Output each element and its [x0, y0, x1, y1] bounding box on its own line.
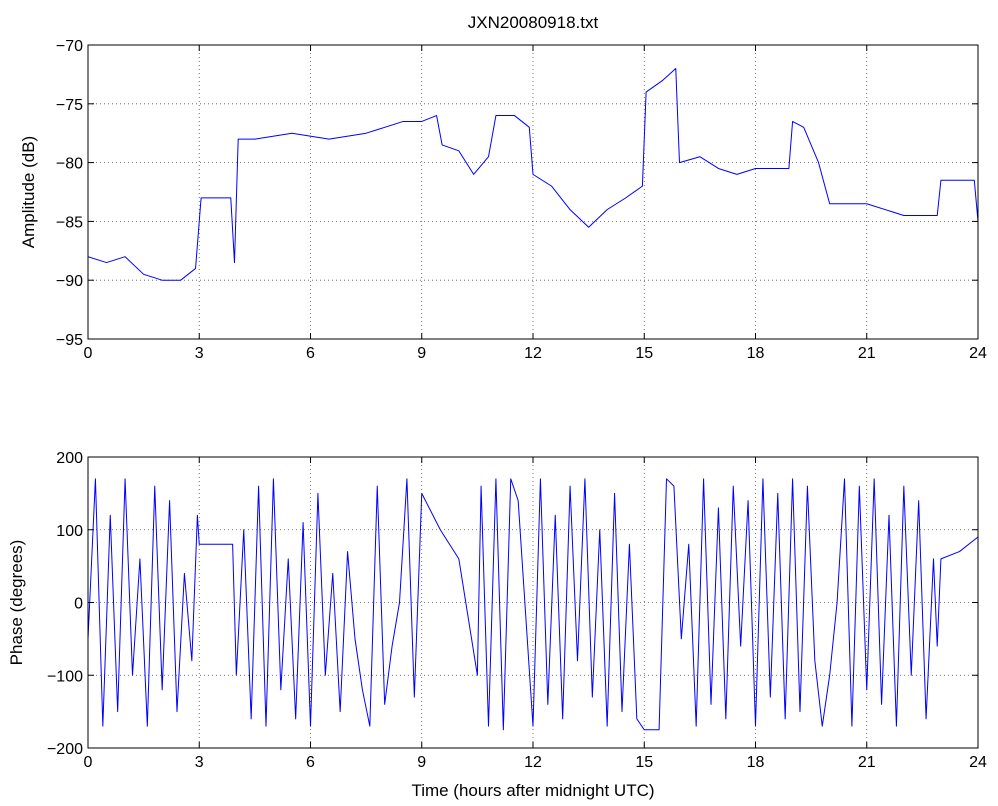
x-tick-label: 9	[417, 345, 426, 362]
x-tick-label: 6	[306, 754, 315, 771]
y-tick-label: 100	[56, 523, 83, 540]
amplitude-panel: 0 3 6 9 12 15 18 21 24 −95 −90 −85 −80 −75 −70 Amplitud…	[19, 38, 987, 362]
y-tick-label: 200	[56, 450, 83, 467]
y-tick-label: −85	[56, 214, 83, 231]
y-tick-label: −200	[47, 741, 83, 758]
x-tick-label: 21	[858, 345, 876, 362]
x-tick-label: 24	[969, 345, 987, 362]
x-tick-label: 24	[969, 754, 987, 771]
x-axis-label: Time (hours after midnight UTC)	[411, 781, 654, 800]
x-tick-label: 6	[306, 345, 315, 362]
x-tick-label: 0	[84, 345, 93, 362]
y-tick-label: −80	[56, 156, 83, 173]
y-tick-label: 0	[74, 596, 83, 613]
phase-panel: 0 3 6 9 12 15 18 21 24 −200 −100 0 100 200 Phase (degr…	[7, 450, 987, 800]
x-tick-label: 3	[195, 754, 204, 771]
y-tick-label: −95	[56, 332, 83, 349]
y-tick-label: −90	[56, 273, 83, 290]
x-tick-label: 12	[524, 345, 542, 362]
y-axis-label: Phase (degrees)	[7, 540, 26, 666]
y-tick-label: −70	[56, 38, 83, 55]
x-tick-label: 15	[635, 345, 653, 362]
y-tick-label: −75	[56, 97, 83, 114]
x-tick-label: 15	[635, 754, 653, 771]
phase-series-line	[88, 478, 978, 731]
x-tick-label: 21	[858, 754, 876, 771]
x-tick-label: 18	[747, 345, 765, 362]
y-tick-label: −100	[47, 668, 83, 685]
x-tick-label: 12	[524, 754, 542, 771]
chart-title: JXN20080918.txt	[468, 13, 599, 32]
x-tick-label: 9	[417, 754, 426, 771]
x-tick-label: 0	[84, 754, 93, 771]
x-tick-label: 18	[747, 754, 765, 771]
amplitude-series-line	[88, 68, 978, 281]
x-tick-label: 3	[195, 345, 204, 362]
y-axis-label: Amplitude (dB)	[19, 136, 38, 248]
